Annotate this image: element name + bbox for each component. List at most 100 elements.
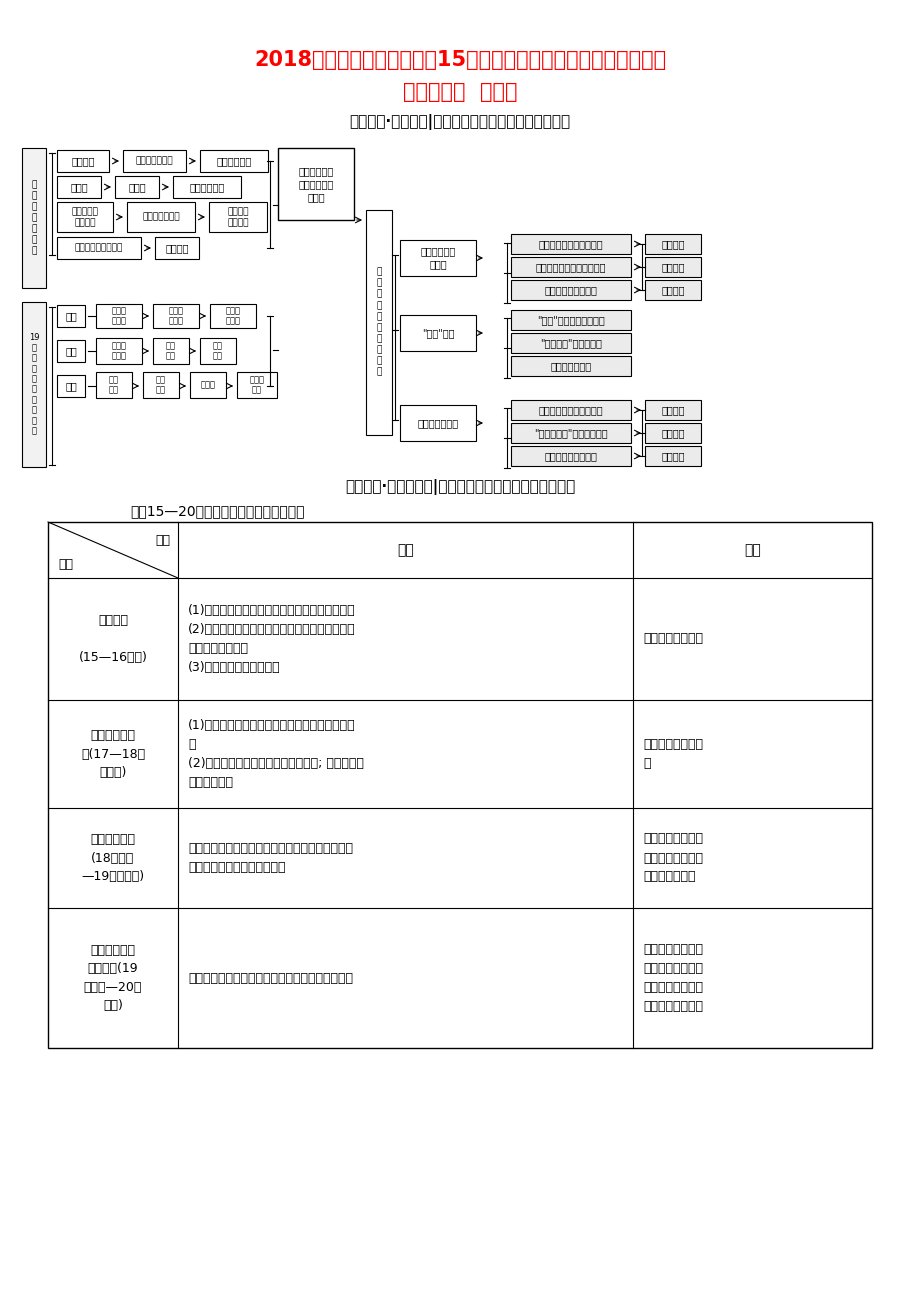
Text: 神创论: 神创论 [70, 182, 87, 191]
Bar [199, 150, 267, 172]
Text: 电子计算机与互联网: 电子计算机与互联网 [74, 243, 123, 253]
Bar [57, 150, 108, 172]
Text: 牛顿力学体系的创
立: 牛顿力学体系的创 立 [642, 738, 702, 769]
Bar [644, 256, 700, 277]
Bar [644, 400, 700, 421]
Text: 现实主
义文学: 现实主 义文学 [168, 306, 183, 326]
Text: 现代主
义文学: 现代主 义文学 [225, 306, 240, 326]
Bar [57, 305, 85, 327]
Text: 生物学的发展: 生物学的发展 [189, 182, 224, 191]
Text: 科研起步: 科研起步 [661, 240, 684, 249]
Bar [644, 423, 700, 443]
Bar [127, 202, 195, 232]
Bar [123, 150, 186, 172]
Bar [237, 372, 277, 398]
Text: 随着该时期西方主要国家工业革命的进行，经济的
发展对科学提出了更高的要求: 随着该时期西方主要国家工业革命的进行，经济的 发展对科学提出了更高的要求 [187, 842, 353, 874]
Bar [400, 315, 475, 352]
Bar [510, 234, 630, 254]
Bar [154, 237, 199, 259]
Text: 近、现代中外
科学技术和文
学艺术: 近、现代中外 科学技术和文 学艺术 [298, 165, 334, 202]
Bar [278, 148, 354, 220]
Text: "文化大革命"中的教育革命: "文化大革命"中的教育革命 [534, 428, 607, 437]
Text: 天文学领域的革命: 天文学领域的革命 [642, 633, 702, 646]
Text: 电的发明与应用，
特别是爱因斯坦的
相对论更是物理学
思想的一次重大革: 电的发明与应用， 特别是爱因斯坦的 相对论更是物理学 思想的一次重大革 [642, 943, 702, 1013]
Bar [644, 234, 700, 254]
Text: 教育事业的蓬勃发展: 教育事业的蓬勃发展 [544, 450, 596, 461]
Text: 蒸汽机的发
明、应用: 蒸汽机的发 明、应用 [72, 207, 98, 227]
Bar [142, 372, 179, 398]
Bar [510, 310, 630, 329]
Text: 曲折发展: 曲折发展 [661, 428, 684, 437]
Text: 2018高考历史一轮复习专题15近、现代中外科学技术与文学艺术专: 2018高考历史一轮复习专题15近、现代中外科学技术与文学艺术专 [254, 49, 665, 70]
Text: 相对论、量子论: 相对论、量子论 [135, 156, 173, 165]
Text: 原因: 原因 [397, 543, 414, 557]
Text: 进化论: 进化论 [128, 182, 145, 191]
Text: 迎接挑战: 迎接挑战 [661, 450, 684, 461]
Text: 立体派: 立体派 [200, 380, 215, 389]
Text: 迅速发展阶段
(18世纪末
—19世纪中期): 迅速发展阶段 (18世纪末 —19世纪中期) [82, 833, 144, 883]
Text: 电力的广泛应用: 电力的广泛应用 [142, 212, 179, 221]
Bar [57, 176, 101, 198]
Bar [366, 210, 391, 435]
Bar [510, 333, 630, 353]
Bar [510, 400, 630, 421]
Text: 重大突破和系
统化阶段(19
世纪末—20世
纪初): 重大突破和系 统化阶段(19 世纪末—20世 纪初) [84, 944, 142, 1012]
Text: 印象
主义: 印象 主义 [156, 375, 165, 395]
Text: 信息时代: 信息时代 [165, 243, 188, 253]
Text: 一、15—20世纪自然科学发展的四个阶段: 一、15—20世纪自然科学发展的四个阶段 [130, 504, 304, 518]
Text: 教育事业的发展: 教育事业的发展 [417, 418, 458, 428]
Text: 近
现
代
世
界
科
技: 近 现 代 世 界 科 技 [31, 180, 37, 255]
Bar [510, 423, 630, 443]
Bar [96, 303, 142, 328]
Bar [510, 447, 630, 466]
Bar [153, 303, 199, 328]
Text: "双百"方针: "双百"方针 [421, 328, 454, 339]
Bar [22, 148, 46, 288]
Text: 19
世
纪
以
来
的
文
学
艺
术: 19 世 纪 以 来 的 文 学 艺 术 [28, 333, 40, 435]
Text: 电磁学的新成就、
细胞学说和达尔文
的生物进化论等: 电磁学的新成就、 细胞学说和达尔文 的生物进化论等 [642, 832, 702, 884]
Text: 科技发展的主
要成就: 科技发展的主 要成就 [420, 246, 455, 270]
Text: 阶段: 阶段 [58, 557, 73, 570]
Bar [57, 375, 85, 397]
Text: 项目: 项目 [154, 534, 170, 547]
Text: 形成和发展阶
段(17—18世
纪中期): 形成和发展阶 段(17—18世 纪中期) [81, 729, 145, 779]
Bar [644, 447, 700, 466]
Bar [199, 339, 236, 365]
Text: 产生阶段

(15—16世纪): 产生阶段 (15—16世纪) [78, 615, 147, 664]
Text: 物理学的发展: 物理学的发展 [216, 156, 252, 165]
Text: 浪漫
主义: 浪漫 主义 [108, 375, 119, 395]
Text: 印象
主义: 印象 主义 [213, 341, 222, 361]
Bar [96, 372, 131, 398]
Text: 提出科学技术是第一生产力: 提出科学技术是第一生产力 [535, 262, 606, 272]
Text: (1)新航路的开辟促进了西欧资本主义工商业的发
展
(2)手工工场的发展促进了技术的进步; 早期资产阶
级革命的成功: (1)新航路的开辟促进了西欧资本主义工商业的发 展 (2)手工工场的发展促进了技… [187, 719, 364, 789]
Bar [400, 240, 475, 276]
Bar [57, 237, 141, 259]
Text: 美术: 美术 [65, 381, 77, 391]
Text: 科研的起步与国力的展示: 科研的起步与国力的展示 [539, 240, 603, 249]
Bar [153, 339, 188, 365]
Bar [57, 202, 113, 232]
Text: 走向世界的中国科技: 走向世界的中国科技 [544, 285, 596, 296]
Bar [96, 339, 142, 365]
Text: 题高效整合  人民版: 题高效整合 人民版 [403, 82, 516, 102]
Text: 标志: 标志 [743, 543, 760, 557]
Text: 后现代
主义: 后现代 主义 [249, 375, 265, 395]
Text: 文学: 文学 [65, 311, 77, 322]
Text: 提出论断: 提出论断 [661, 262, 684, 272]
Text: 文化事业的繁荣: 文化事业的繁荣 [550, 361, 591, 371]
Text: 浪漫
主义: 浪漫 主义 [165, 341, 176, 361]
Bar [48, 522, 871, 1048]
Bar [400, 405, 475, 441]
Text: 现
代
中
国
的
文
化
与
科
技: 现 代 中 国 的 文 化 与 科 技 [376, 267, 381, 376]
Text: 浪漫主
义文学: 浪漫主 义文学 [111, 306, 127, 326]
Bar [510, 256, 630, 277]
Bar [115, 176, 159, 198]
Text: 古典主
义音乐: 古典主 义音乐 [111, 341, 127, 361]
Text: (1)资本主义工商业的产生和发展奠定了物质基础
(2)人文主义思潮的影响使人们对自然界的认识产
生了革命性的变化
(3)中世纪生产经验的积累: (1)资本主义工商业的产生和发展奠定了物质基础 (2)人文主义思潮的影响使人们对… [187, 604, 356, 674]
Bar [209, 202, 267, 232]
Text: 经典力学: 经典力学 [71, 156, 95, 165]
Text: 知识整合·无障碍通达|专题归纳，用辩证的观点看待历史: 知识整合·无障碍通达|专题归纳，用辩证的观点看待历史 [345, 479, 574, 495]
Bar [22, 302, 46, 467]
Text: 蒸汽时代
电气时代: 蒸汽时代 电气时代 [227, 207, 248, 227]
Bar [510, 280, 630, 299]
